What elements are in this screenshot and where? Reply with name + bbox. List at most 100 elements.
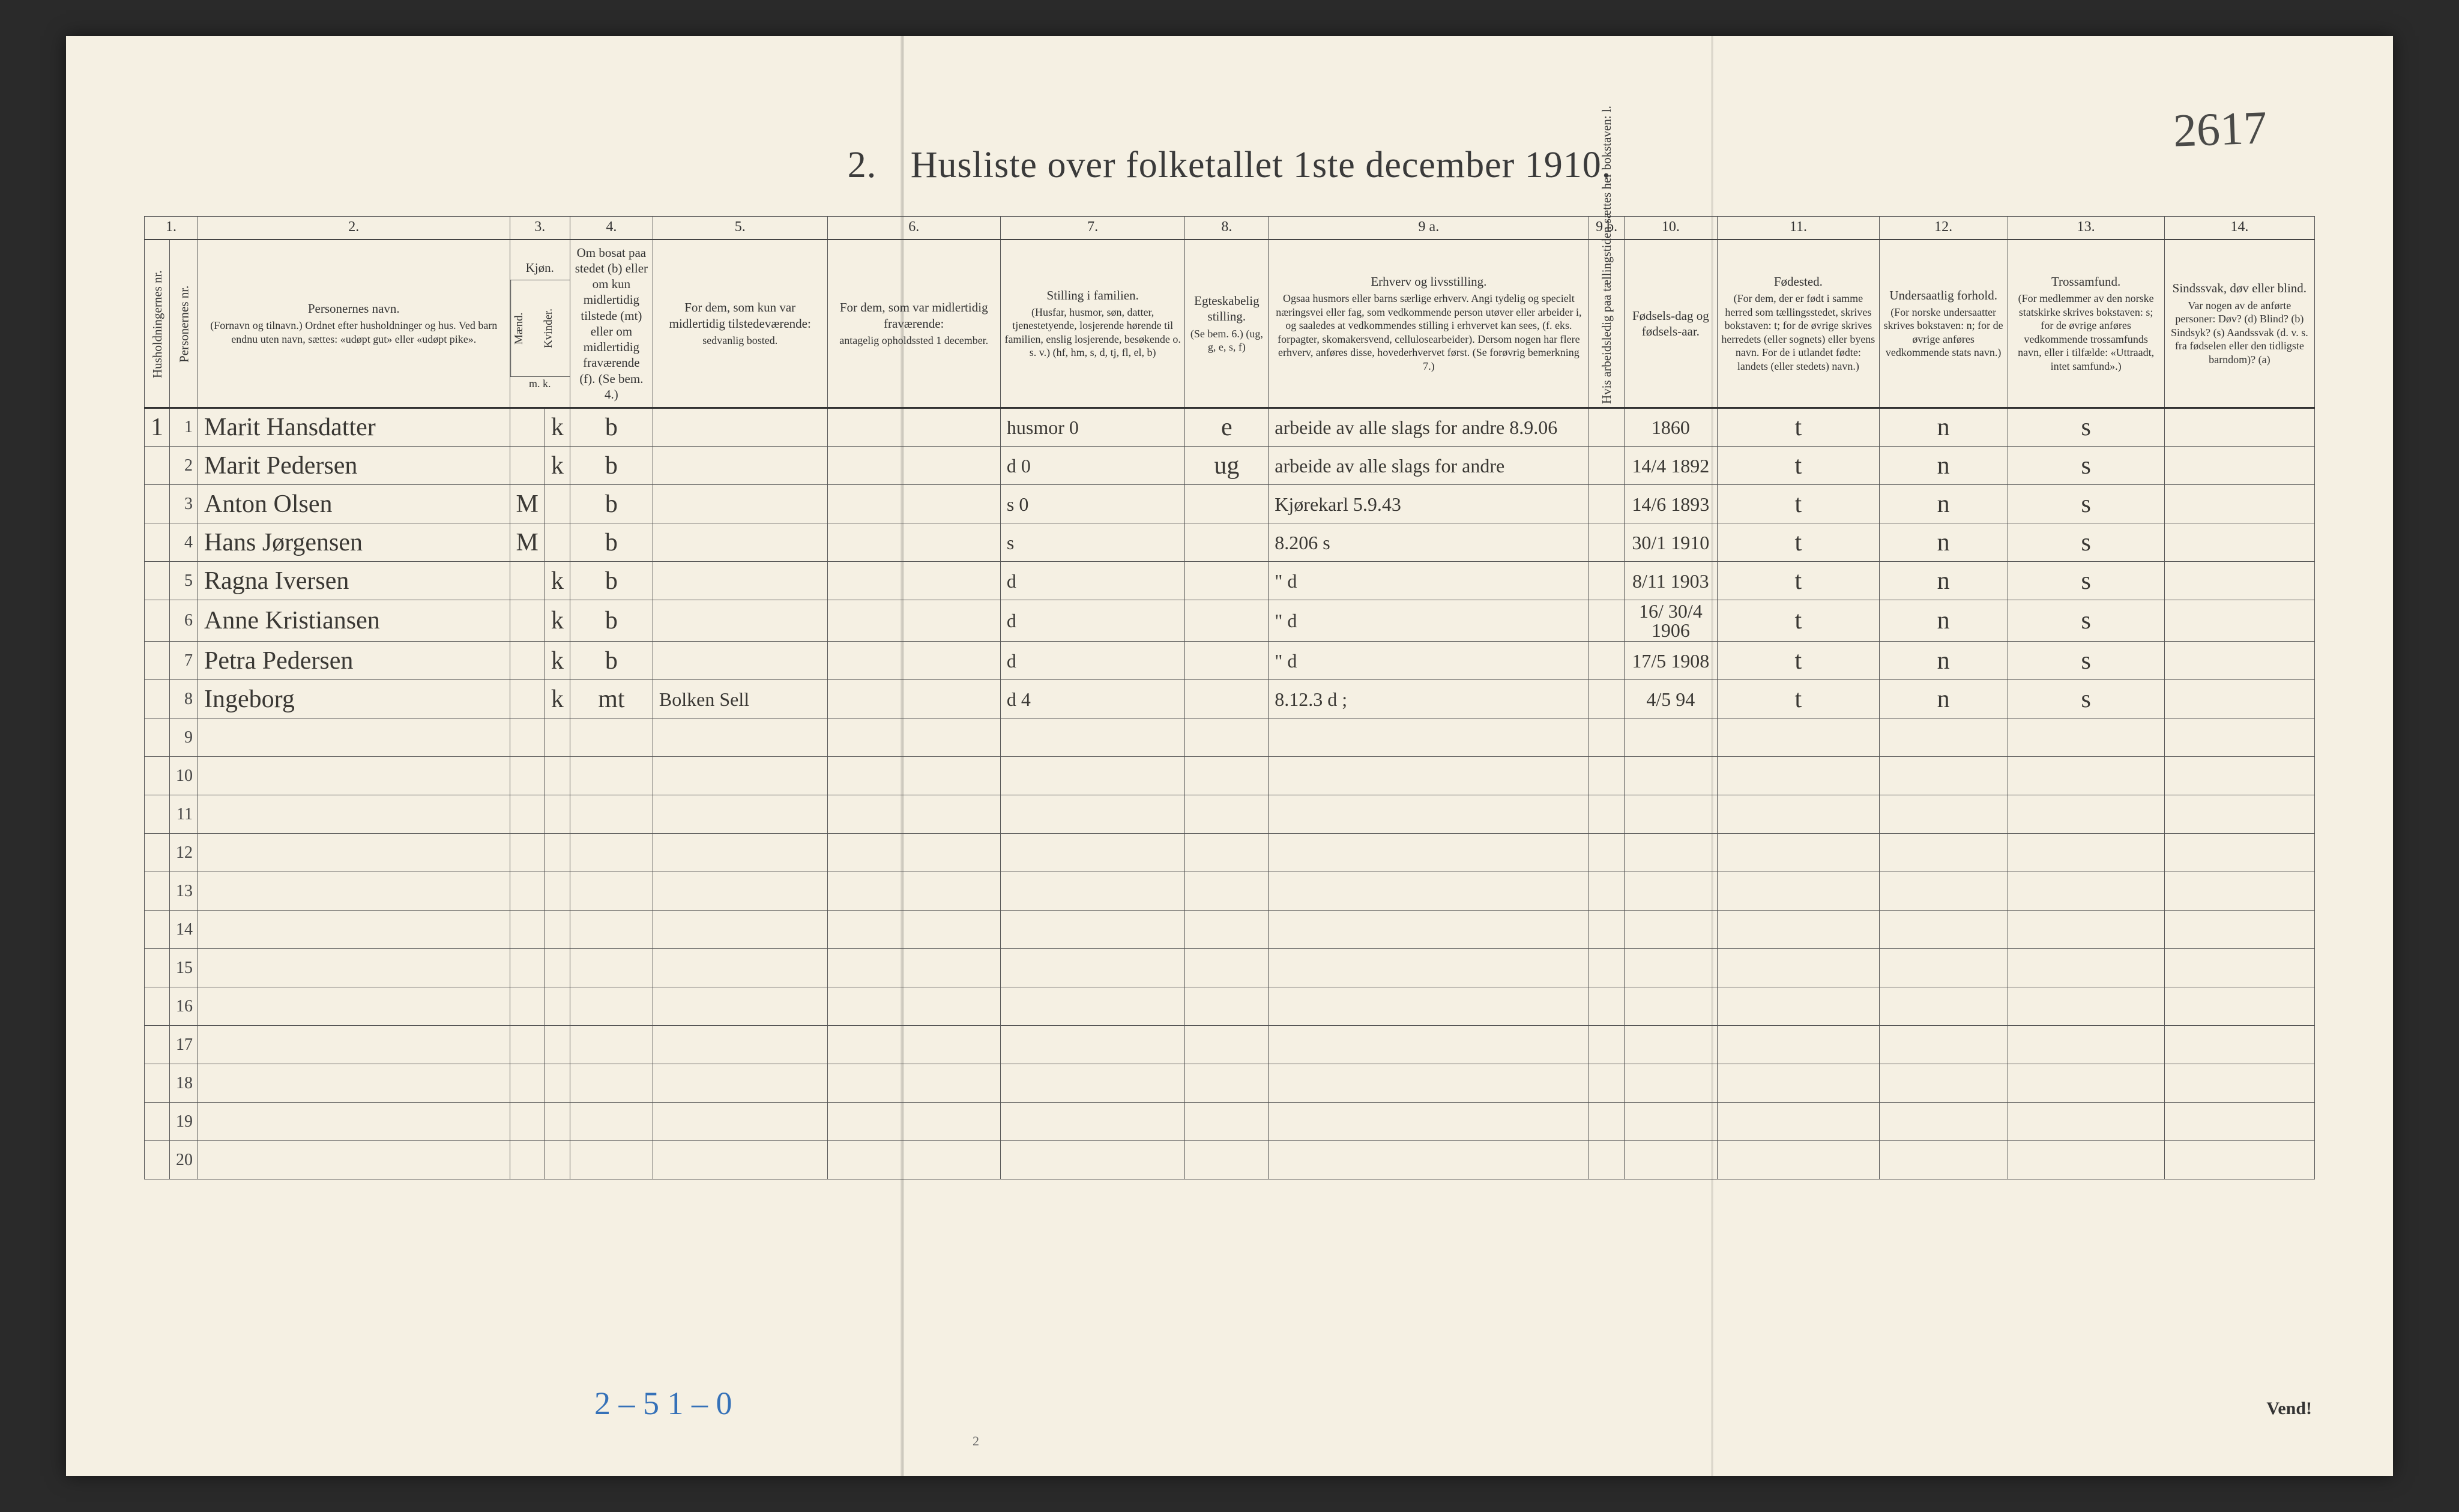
cell-unemployed	[1589, 562, 1624, 600]
cell-disability	[2164, 795, 2314, 834]
cell-family-pos: d 4	[1000, 680, 1185, 718]
cell-unemployed	[1589, 600, 1624, 642]
table-row: 2Marit Pedersenkbd 0ugarbeide av alle sl…	[145, 447, 2315, 485]
colnum-4: 4.	[570, 217, 653, 239]
cell-nationality: n	[1879, 600, 2008, 642]
cell-temp-present	[653, 1141, 827, 1179]
cell-sex-m	[510, 447, 545, 485]
cell-name	[198, 795, 510, 834]
cell-name	[198, 1026, 510, 1064]
cell-occupation	[1269, 911, 1589, 949]
cell-occupation	[1269, 1064, 1589, 1103]
cell-sex-m	[510, 834, 545, 872]
header-temp-absent-sub: antagelig opholdssted 1 december.	[831, 334, 997, 348]
cell-nationality	[1879, 1141, 2008, 1179]
cell-sex-k	[545, 795, 570, 834]
cell-sex-k: k	[545, 447, 570, 485]
cell-religion	[2008, 718, 2164, 757]
cell-occupation	[1269, 757, 1589, 795]
cell-hh	[145, 911, 170, 949]
cell-religion	[2008, 987, 2164, 1026]
cell-birth	[1624, 987, 1717, 1026]
cell-family-pos	[1000, 757, 1185, 795]
header-birthplace-sub: (For dem, der er født i samme herred som…	[1721, 292, 1875, 373]
cell-religion	[2008, 949, 2164, 987]
cell-unemployed	[1589, 872, 1624, 911]
cell-temp-present	[653, 718, 827, 757]
cell-birthplace	[1717, 1064, 1879, 1103]
cell-temp-absent	[827, 523, 1000, 562]
cell-marital	[1185, 872, 1269, 911]
header-disability: Sindssvak, døv eller blind. Var nogen av…	[2164, 239, 2314, 408]
cell-sex-m: M	[510, 485, 545, 523]
cell-occupation: arbeide av alle slags for andre 8.9.06	[1269, 408, 1589, 447]
cell-temp-absent	[827, 485, 1000, 523]
cell-hh	[145, 987, 170, 1026]
cell-family-pos	[1000, 911, 1185, 949]
cell-occupation	[1269, 1026, 1589, 1064]
cell-unemployed	[1589, 718, 1624, 757]
cell-family-pos	[1000, 795, 1185, 834]
header-religion-sub: (For medlemmer av den norske statskirke …	[2012, 292, 2161, 373]
cell-religion	[2008, 1141, 2164, 1179]
cell-occupation	[1269, 834, 1589, 872]
table-row-empty: 9	[145, 718, 2315, 757]
cell-religion	[2008, 834, 2164, 872]
cell-temp-absent	[827, 757, 1000, 795]
cell-presence	[570, 949, 653, 987]
table-row-empty: 16	[145, 987, 2315, 1026]
cell-sex-m	[510, 911, 545, 949]
cell-nationality	[1879, 1103, 2008, 1141]
cell-birth: 16/ 30/4 1906	[1624, 600, 1717, 642]
header-hh-nr: Husholdningernes nr.	[145, 239, 170, 408]
cell-family-pos	[1000, 718, 1185, 757]
cell-sex-k	[545, 718, 570, 757]
cell-occupation: " d	[1269, 642, 1589, 680]
cell-disability	[2164, 949, 2314, 987]
cell-temp-present	[653, 562, 827, 600]
cell-religion	[2008, 872, 2164, 911]
header-temp-absent: For dem, som var midlertidig fraværende:…	[827, 239, 1000, 408]
cell-sex-m	[510, 1064, 545, 1103]
cell-hh	[145, 1064, 170, 1103]
cell-sex-k	[545, 949, 570, 987]
cell-presence: b	[570, 447, 653, 485]
colnum-12: 12.	[1879, 217, 2008, 239]
header-unemployed: Hvis arbeidsledig paa tællingstiden sætt…	[1589, 239, 1624, 408]
cell-nationality	[1879, 1026, 2008, 1064]
cell-name: Ragna Iversen	[198, 562, 510, 600]
cell-religion: s	[2008, 680, 2164, 718]
colnum-13: 13.	[2008, 217, 2164, 239]
cell-presence	[570, 1026, 653, 1064]
cell-unemployed	[1589, 1064, 1624, 1103]
cell-birth: 4/5 94	[1624, 680, 1717, 718]
header-temp-present: For dem, som kun var midlertidig tilsted…	[653, 239, 827, 408]
cell-unemployed	[1589, 834, 1624, 872]
table-body: 11Marit Hansdatterkbhusmor 0earbeide av …	[145, 408, 2315, 1179]
cell-sex-m	[510, 718, 545, 757]
cell-temp-present	[653, 757, 827, 795]
cell-temp-absent	[827, 987, 1000, 1026]
cell-occupation	[1269, 949, 1589, 987]
cell-nationality	[1879, 987, 2008, 1026]
cell-occupation	[1269, 1103, 1589, 1141]
cell-disability	[2164, 485, 2314, 523]
cell-sex-m	[510, 757, 545, 795]
cell-person-nr: 10	[170, 757, 198, 795]
cell-occupation: 8.12.3 d ;	[1269, 680, 1589, 718]
cell-person-nr: 13	[170, 872, 198, 911]
cell-presence: b	[570, 562, 653, 600]
cell-sex-k: k	[545, 408, 570, 447]
cell-temp-present	[653, 523, 827, 562]
cell-disability	[2164, 523, 2314, 562]
cell-presence	[570, 795, 653, 834]
cell-religion	[2008, 1064, 2164, 1103]
cell-marital	[1185, 757, 1269, 795]
cell-birthplace	[1717, 1141, 1879, 1179]
cell-birthplace: t	[1717, 642, 1879, 680]
cell-nationality: n	[1879, 680, 2008, 718]
header-marital-title: Egteskabelig stilling.	[1194, 294, 1259, 324]
header-marital: Egteskabelig stilling. (Se bem. 6.) (ug,…	[1185, 239, 1269, 408]
cell-family-pos	[1000, 872, 1185, 911]
cell-presence	[570, 1141, 653, 1179]
